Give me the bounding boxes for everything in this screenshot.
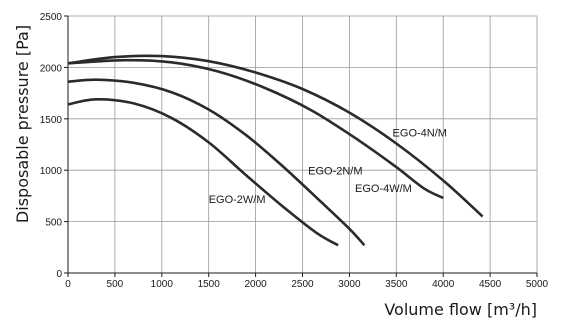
x-tick-label: 2000 xyxy=(244,279,267,290)
x-tick-label: 3000 xyxy=(338,279,361,290)
y-tick-labels: 0 500 1000 1500 2000 2500 xyxy=(40,12,63,280)
axes xyxy=(64,15,538,277)
y-tick-label: 2000 xyxy=(40,63,63,74)
curve-ego-2n-m xyxy=(67,78,366,247)
series-curves xyxy=(67,54,484,247)
curve-ego-4w-m xyxy=(67,58,444,200)
x-tick-label: 4000 xyxy=(432,279,455,290)
x-tick-label: 5000 xyxy=(526,279,549,290)
x-tick-label: 4500 xyxy=(479,279,502,290)
x-tick-label: 1000 xyxy=(151,279,174,290)
label-ego-2w-m: EGO-2W/M xyxy=(209,194,266,206)
curve-ego-4n-m xyxy=(67,54,484,218)
label-ego-4n-m: EGO-4N/M xyxy=(393,127,447,139)
x-tick-label: 1500 xyxy=(198,279,221,290)
grid xyxy=(67,15,538,274)
x-tick-labels: 0 500 1000 1500 2000 2500 3000 3500 4000 4500 5000 xyxy=(65,279,548,290)
x-tick-label: 0 xyxy=(65,279,71,290)
curve-labels: EGO-2W/M EGO-2N/M EGO-4W/M EGO-4N/M xyxy=(209,127,447,206)
x-tick-label: 3500 xyxy=(385,279,408,290)
label-ego-4w-m: EGO-4W/M xyxy=(355,183,412,195)
x-axis-title: Volume flow [m³/h] xyxy=(384,300,537,319)
y-tick-label: 0 xyxy=(56,269,62,280)
x-tick-label: 500 xyxy=(107,279,124,290)
label-ego-2n-m: EGO-2N/M xyxy=(308,165,362,177)
y-tick-label: 1000 xyxy=(40,166,63,177)
y-axis-title: Disposable pressure [Pa] xyxy=(13,25,32,223)
x-tick-label: 2500 xyxy=(291,279,314,290)
y-tick-label: 500 xyxy=(45,218,62,229)
y-tick-label: 1500 xyxy=(40,115,63,126)
y-tick-label: 2500 xyxy=(40,12,63,23)
curve-ego-2w-m xyxy=(67,97,339,247)
